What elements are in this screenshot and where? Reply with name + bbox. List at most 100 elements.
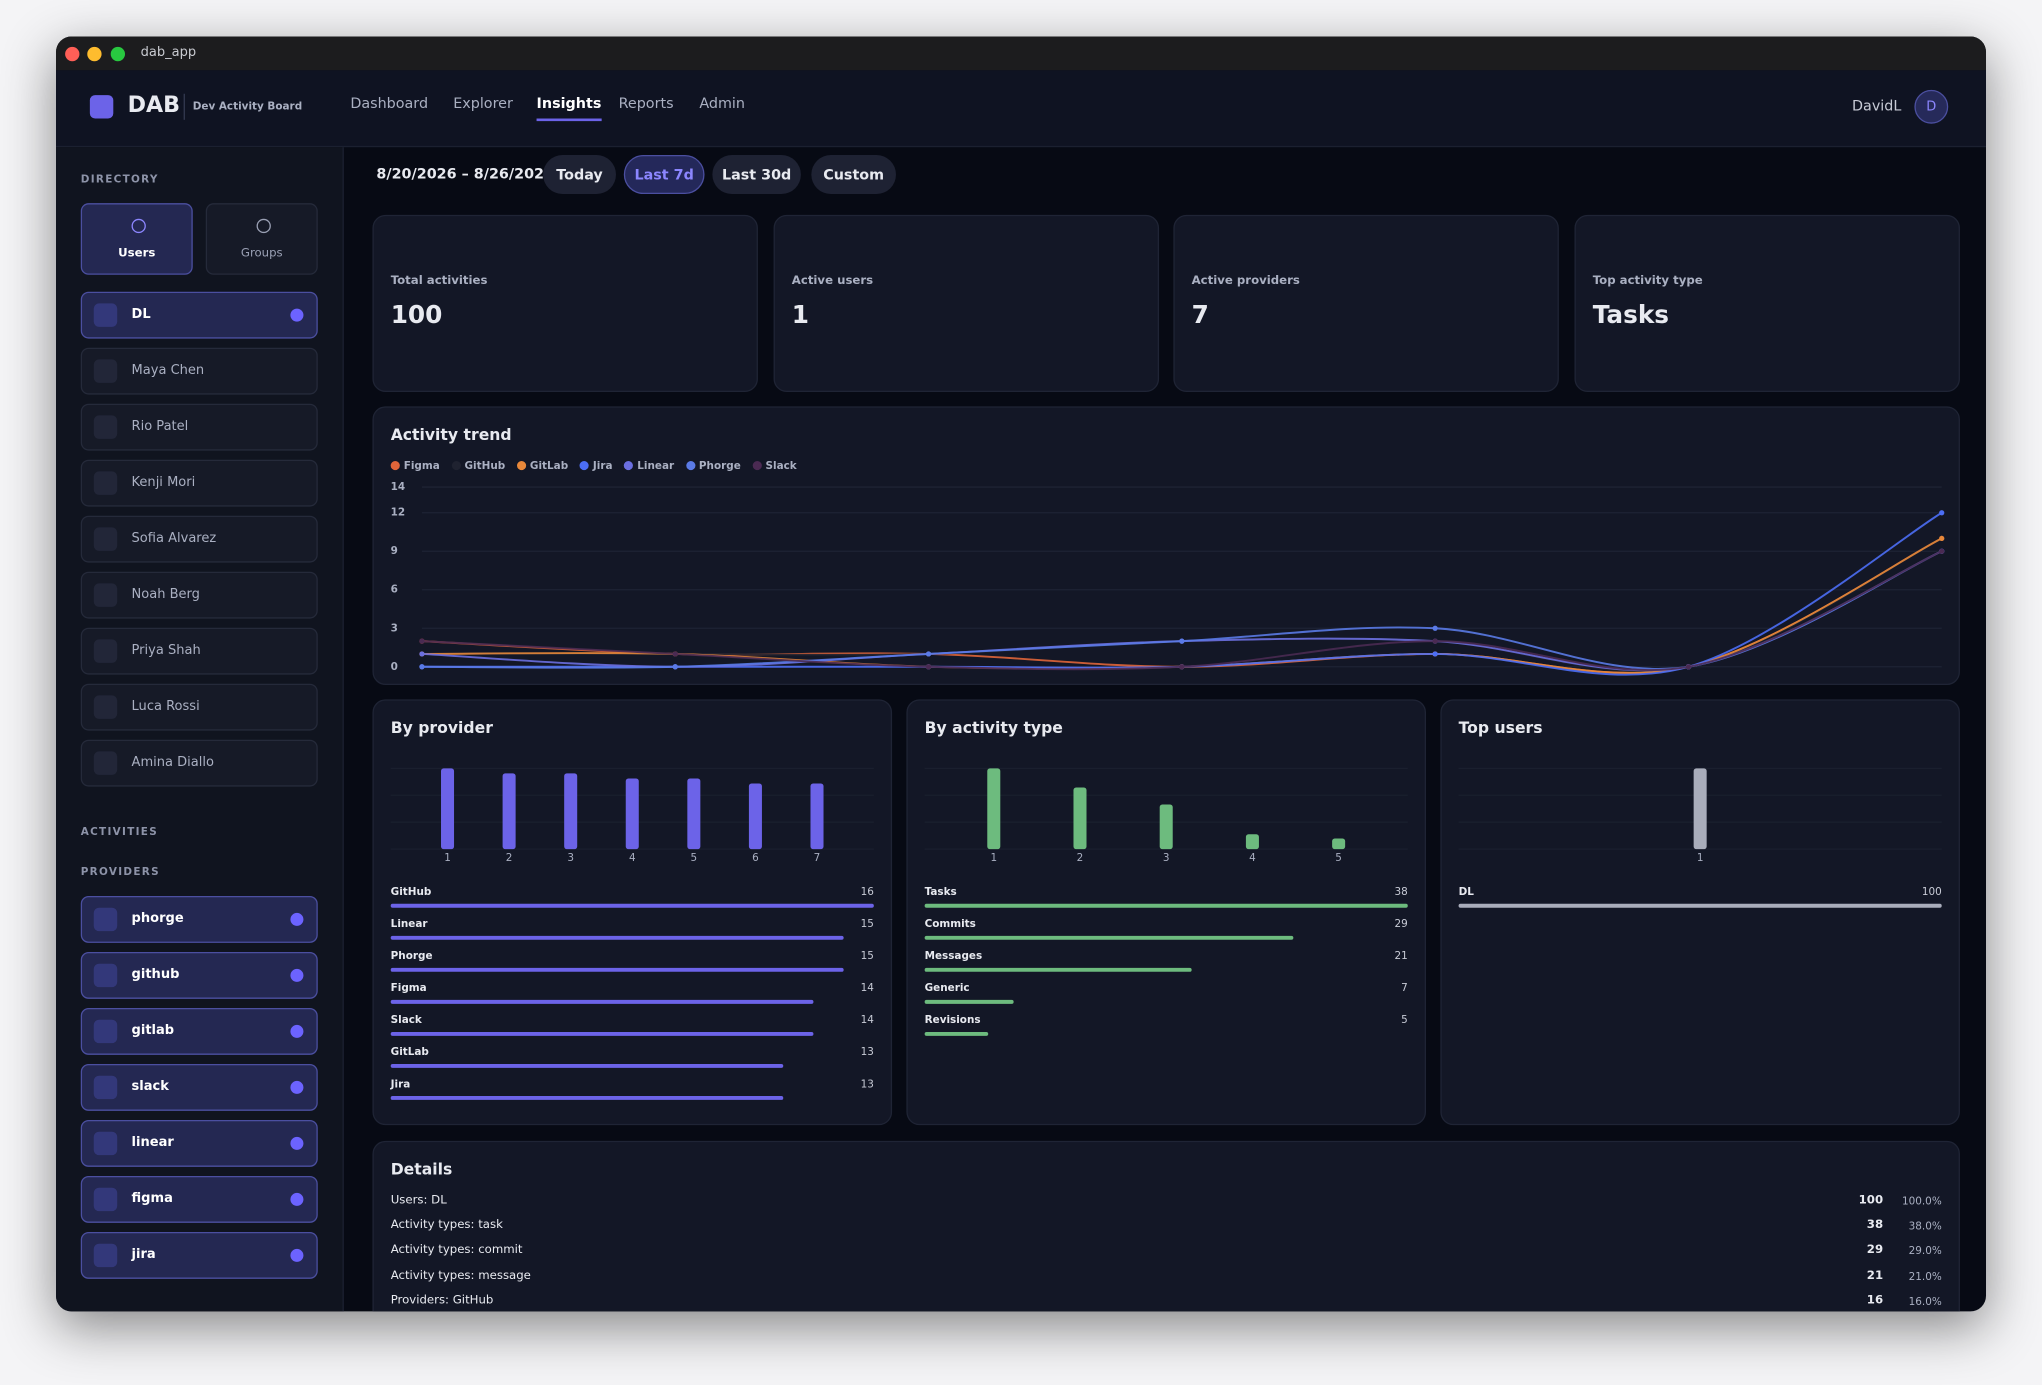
close-button[interactable] (65, 46, 80, 62)
details-card: Details Users: DL 100 100.0% Activity types:… (372, 1140, 1960, 1312)
row-bar (924, 1031, 989, 1036)
date-range[interactable]: 8/20/2026 – 8/26/2026 (376, 165, 554, 183)
legend-item[interactable]: GitHub (451, 460, 505, 471)
user-item[interactable]: Luca Rossi (80, 683, 318, 731)
item-label: Kenji Mori (131, 475, 196, 490)
selected-check (290, 912, 304, 926)
item-icon (93, 527, 118, 551)
row-name: GitHub (391, 886, 432, 898)
item-icon (93, 583, 118, 607)
minimize-button[interactable] (87, 46, 102, 62)
row-bar (924, 967, 1192, 972)
avatar[interactable]: D (1914, 89, 1949, 124)
tab-icon (256, 218, 271, 234)
user-item[interactable]: DL (80, 291, 318, 339)
stat-card: Total activities 100 (372, 214, 758, 392)
row-name: GitLab (391, 1046, 429, 1058)
trend-line (421, 511, 1943, 676)
item-icon (93, 963, 118, 988)
legend-item[interactable]: Jira (579, 459, 613, 472)
provider-item[interactable]: slack (80, 1063, 318, 1111)
nav-item[interactable]: Insights (536, 95, 602, 122)
row-name: Jira (390, 1078, 411, 1090)
nav-item[interactable]: Reports (618, 95, 674, 112)
trend-point (1179, 638, 1185, 644)
bar (1245, 834, 1259, 850)
item-icon (93, 415, 118, 439)
user-item[interactable]: Priya Shah (80, 627, 318, 675)
user-item[interactable]: Sofia Alvarez (80, 515, 318, 563)
detail-label: Activity types: commit (390, 1244, 523, 1258)
bar (625, 778, 639, 850)
row-value: 5 (1401, 1014, 1408, 1026)
selected-check (290, 1024, 304, 1038)
selected-check (290, 1192, 304, 1206)
legend-label: Jira (592, 459, 613, 472)
selected-check (290, 968, 304, 982)
nav-item[interactable]: Dashboard (350, 95, 429, 112)
row-bar (390, 903, 874, 908)
legend-item[interactable]: GitLab (516, 460, 568, 471)
breakdown-card: By activity type 1 Tasks 38 2 Commits 29 3 Messa… (906, 699, 1427, 1126)
x-tick-label: 1 (1697, 852, 1704, 864)
stat-card: Active providers 7 (1173, 214, 1559, 392)
window-title: dab_app (140, 45, 197, 60)
nav-item[interactable]: Admin (699, 95, 745, 112)
row-name: Revisions (925, 1014, 981, 1026)
user-item[interactable]: Maya Chen (80, 347, 318, 395)
legend-item[interactable]: Phorge (685, 460, 741, 471)
legend-item[interactable]: Figma (390, 459, 440, 472)
provider-item[interactable]: linear (80, 1119, 318, 1167)
breakdown-card: Top users 1 DL 100 (1440, 699, 1960, 1126)
provider-item[interactable]: jira (80, 1231, 318, 1279)
item-icon (93, 471, 118, 495)
trend-point (925, 664, 932, 670)
row-name: Figma (391, 982, 427, 994)
provider-item[interactable]: github (80, 951, 318, 999)
item-icon (93, 1243, 118, 1268)
provider-item[interactable]: gitlab (80, 1007, 318, 1055)
row-name: DL (1459, 886, 1475, 898)
row-value: 14 (861, 982, 875, 994)
detail-label: Providers: GitHub (390, 1294, 494, 1308)
directory-tab[interactable]: Groups (205, 203, 318, 275)
row-name: Generic (925, 982, 970, 994)
bar (1332, 838, 1346, 850)
detail-label: Users: DL (390, 1194, 447, 1208)
zoom-button[interactable] (110, 46, 126, 62)
user-item[interactable]: Rio Patel (80, 403, 318, 451)
range-button[interactable]: Custom (811, 154, 896, 195)
row-bar (390, 999, 814, 1004)
row-bar (390, 1063, 784, 1068)
range-button[interactable]: Today (543, 154, 616, 195)
y-tick-label: 6 (391, 584, 398, 596)
directory-tab[interactable]: Users (80, 203, 193, 275)
provider-item[interactable]: figma (80, 1175, 318, 1223)
user-item[interactable]: Amina Diallo (80, 739, 318, 787)
row-bar (390, 1031, 814, 1036)
detail-count: 16 (1866, 1294, 1884, 1308)
detail-count: 29 (1866, 1244, 1884, 1258)
range-button[interactable]: Last 7d (623, 154, 705, 195)
user-item[interactable]: Kenji Mori (80, 459, 318, 507)
legend-label: Figma (403, 459, 440, 472)
user-name[interactable]: DavidL (1852, 97, 1902, 115)
item-icon (93, 907, 118, 932)
row-bar (924, 935, 1294, 940)
row-bar (924, 999, 1014, 1004)
item-label: DL (131, 307, 151, 322)
range-button[interactable]: Last 30d (712, 154, 801, 195)
trend-point (1939, 548, 1945, 554)
legend-item[interactable]: Linear (624, 460, 674, 471)
bar (441, 768, 455, 850)
nav-item[interactable]: Explorer (453, 95, 513, 112)
section-label: DIRECTORY (80, 173, 159, 185)
item-icon (93, 639, 118, 663)
user-item[interactable]: Noah Berg (80, 571, 318, 619)
trend-point (1432, 651, 1438, 657)
trend-point (419, 664, 425, 670)
tab-label: Groups (240, 247, 283, 261)
provider-item[interactable]: phorge (80, 895, 318, 943)
logo-subtitle: Dev Activity Board (192, 100, 303, 112)
legend-item[interactable]: Slack (752, 460, 797, 471)
